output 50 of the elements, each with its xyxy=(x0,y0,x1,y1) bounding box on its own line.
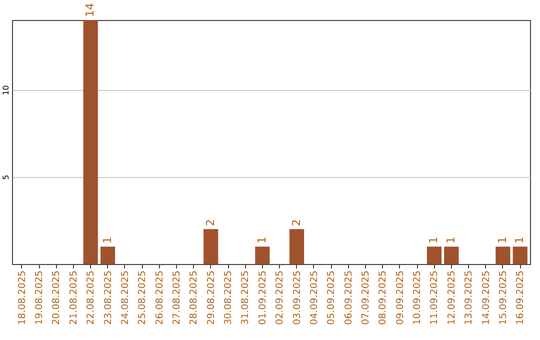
x-tick-label: 05.09.2025 xyxy=(326,270,338,325)
x-tick-label: 08.09.2025 xyxy=(378,270,389,325)
data-label: 1 xyxy=(496,236,509,244)
x-tick-label: 15.09.2025 xyxy=(498,270,509,325)
x-tick-label: 24.08.2025 xyxy=(120,270,131,325)
x-tick-label: 27.08.2025 xyxy=(172,270,183,325)
bar xyxy=(289,229,304,264)
x-tick-label: 18.08.2025 xyxy=(16,270,28,325)
bar xyxy=(496,246,510,264)
x-tick-label: 20.08.2025 xyxy=(51,270,62,325)
x-tick-label: 21.08.2025 xyxy=(68,270,80,325)
data-label: 2 xyxy=(204,219,217,226)
x-tick-label: 26.08.2025 xyxy=(154,270,166,325)
data-label: 1 xyxy=(427,236,440,244)
x-tick-label: 25.08.2025 xyxy=(137,270,148,325)
bar xyxy=(512,246,528,264)
bar xyxy=(83,20,98,264)
x-tick-label: 13.09.2025 xyxy=(464,270,475,325)
x-tick-label: 02.09.2025 xyxy=(274,270,286,325)
data-label: 1 xyxy=(100,236,114,244)
bar xyxy=(204,229,218,264)
data-label: 2 xyxy=(290,219,303,226)
x-tick-label: 10.09.2025 xyxy=(412,270,424,325)
x-tick-label: 04.09.2025 xyxy=(308,270,320,325)
x-tick-label: 09.09.2025 xyxy=(394,270,406,325)
x-tick-label: 14.09.2025 xyxy=(480,270,492,325)
data-label: 1 xyxy=(444,236,458,244)
y-tick-label: 5 xyxy=(2,174,10,180)
x-tick-label: 23.08.2025 xyxy=(102,270,114,325)
x-tick-label: 29.08.2025 xyxy=(206,270,217,325)
data-label: 14 xyxy=(84,3,97,17)
x-tick-label: 28.08.2025 xyxy=(188,270,200,325)
x-tick-label: 16.09.2025 xyxy=(515,270,526,325)
bar xyxy=(426,246,442,264)
x-tick-label: 19.08.2025 xyxy=(34,270,46,325)
data-label: 1 xyxy=(513,236,526,244)
x-tick-label: 03.09.2025 xyxy=(292,270,303,325)
data-label: 1 xyxy=(255,236,268,244)
x-tick-label: 01.09.2025 xyxy=(257,270,268,325)
x-tick-label: 30.08.2025 xyxy=(223,270,234,325)
bar xyxy=(100,246,116,264)
x-tick-label: 07.09.2025 xyxy=(360,270,372,325)
x-tick-label: 31.08.2025 xyxy=(240,270,252,325)
y-tick-label: 10 xyxy=(2,85,10,96)
x-tick-label: 11.09.2025 xyxy=(429,270,440,325)
bar xyxy=(255,246,270,264)
x-tick-label: 06.09.2025 xyxy=(343,270,354,325)
x-tick-label: 12.09.2025 xyxy=(446,270,458,325)
bar xyxy=(444,246,459,264)
x-tick-label: 22.08.2025 xyxy=(86,270,97,325)
